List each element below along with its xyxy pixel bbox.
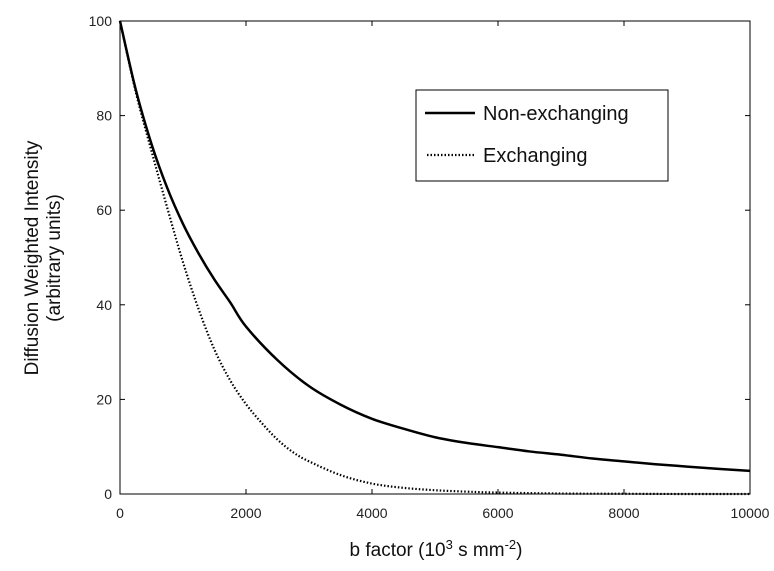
y-tick-label: 100 xyxy=(89,13,113,29)
y-axis-title-line1: Diffusion Weighted Intensity xyxy=(22,140,43,375)
y-tick-label: 80 xyxy=(96,108,112,124)
legend-label-exchanging: Exchanging xyxy=(483,145,588,167)
x-tick-label: 4000 xyxy=(356,505,387,521)
y-tick-label: 60 xyxy=(96,202,112,218)
x-tick-label: 8000 xyxy=(608,505,639,521)
legend-box xyxy=(415,89,669,182)
plot-frame xyxy=(119,20,751,495)
x-tick-label: 0 xyxy=(116,505,124,521)
series-layer xyxy=(118,20,751,496)
x-tick-label: 6000 xyxy=(482,505,513,521)
tick-labels: 0 2000 4000 6000 8000 10000 0 20 40 60 80 100 xyxy=(89,13,770,521)
legend-label-non-exchanging: Non-exchanging xyxy=(483,103,629,125)
series-line-exchanging xyxy=(118,20,751,496)
y-tick-label: 0 xyxy=(104,486,112,502)
y-tick-label: 40 xyxy=(96,297,112,313)
y-tick-label: 20 xyxy=(96,391,112,407)
series-line-non-exchanging xyxy=(118,20,751,473)
x-tick-label: 10000 xyxy=(731,505,770,521)
y-axis-title-line2: (arbitrary units) xyxy=(44,194,65,322)
x-tick-label: 2000 xyxy=(230,505,261,521)
x-axis-title: b factor (103 s mm-2) xyxy=(350,537,523,561)
legend: Non-exchanging Exchanging xyxy=(415,89,669,182)
